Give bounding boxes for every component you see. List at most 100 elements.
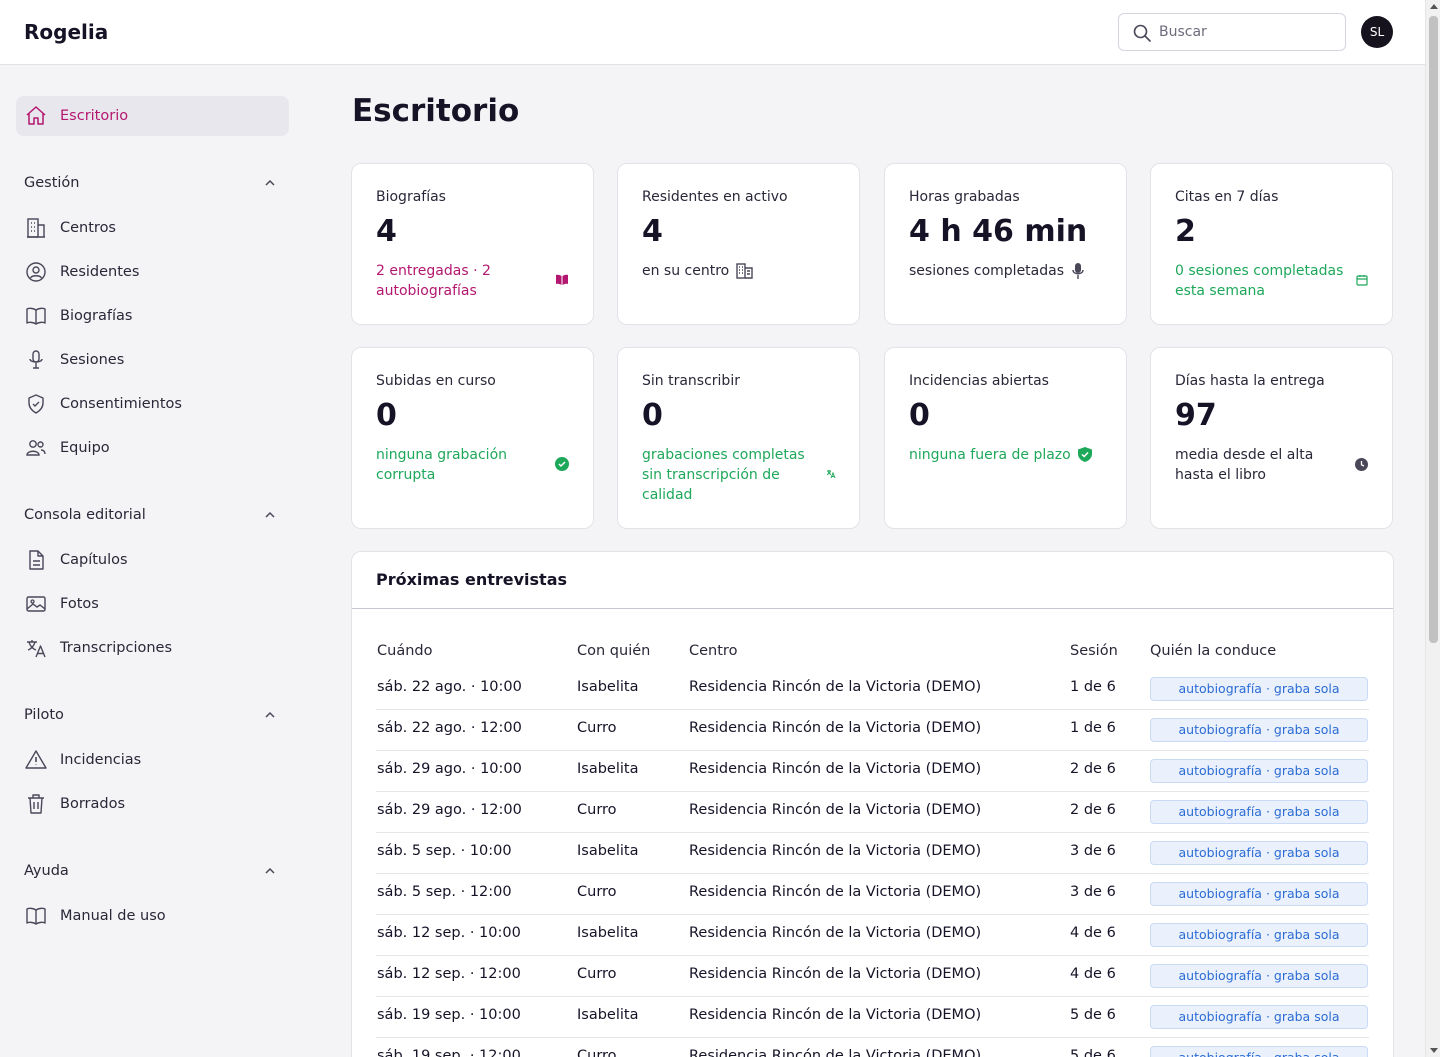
sidebar-item-label: Borrados bbox=[60, 796, 126, 812]
stat-label: Subidas en curso bbox=[376, 373, 496, 389]
sidebar-item-label: Capítulos bbox=[60, 552, 128, 568]
column-header-when[interactable]: Cuándo bbox=[377, 643, 433, 659]
scroll-down-arrow-icon[interactable] bbox=[1430, 1048, 1438, 1053]
cell-who: Isabelita bbox=[577, 843, 639, 859]
microphone-icon bbox=[1072, 263, 1084, 279]
sidebar-item-equipo[interactable]: Equipo bbox=[16, 428, 289, 468]
building-icon bbox=[27, 218, 45, 238]
page-title: Escritorio bbox=[352, 93, 520, 129]
stat-subtext: 2 entregadas · 2 autobiografías bbox=[376, 263, 491, 299]
cell-who: Isabelita bbox=[577, 679, 639, 695]
column-header-session[interactable]: Sesión bbox=[1070, 643, 1118, 659]
cell-session: 3 de 6 bbox=[1070, 843, 1116, 859]
stat-value: 0 bbox=[642, 398, 663, 433]
search-box[interactable] bbox=[1118, 13, 1346, 51]
stat-subtext: en su centro bbox=[642, 263, 730, 279]
cell-who: Isabelita bbox=[577, 761, 639, 777]
table-row[interactable]: sáb. 22 ago. · 12:00 Curro Residencia Ri… bbox=[376, 710, 1369, 751]
shield-check-icon bbox=[1078, 447, 1092, 462]
cell-when: sáb. 12 sep. · 10:00 bbox=[377, 925, 521, 941]
conductor-badge: autobiografía · graba sola bbox=[1150, 1046, 1368, 1057]
sidebar-item-manual-de-uso[interactable]: Manual de uso bbox=[16, 896, 289, 936]
cell-who: Curro bbox=[577, 1048, 617, 1057]
chevron-up-icon bbox=[265, 867, 275, 874]
cell-center: Residencia Rincón de la Victoria (DEMO) bbox=[689, 966, 982, 982]
stat-card-sin-transcribir[interactable]: Sin transcribir 0 grabaciones completas … bbox=[617, 347, 860, 529]
stat-value: 2 bbox=[1175, 214, 1196, 249]
sidebar-item-sesiones[interactable]: Sesiones bbox=[16, 340, 289, 380]
sidebar-item-centros[interactable]: Centros bbox=[16, 208, 289, 248]
avatar[interactable]: SL bbox=[1361, 16, 1393, 48]
cell-center: Residencia Rincón de la Victoria (DEMO) bbox=[689, 884, 982, 900]
sidebar-item-borrados[interactable]: Borrados bbox=[16, 784, 289, 824]
page-scrollbar[interactable] bbox=[1425, 0, 1440, 1057]
stat-label: Residentes en activo bbox=[642, 189, 788, 205]
sidebar-item-label: Biografías bbox=[60, 308, 133, 324]
sidebar-item-biografias[interactable]: Biografías bbox=[16, 296, 289, 336]
calendar-icon bbox=[1356, 275, 1368, 286]
scroll-up-arrow-icon[interactable] bbox=[1430, 4, 1438, 9]
cell-session: 1 de 6 bbox=[1070, 679, 1116, 695]
sidebar-item-transcripciones[interactable]: Transcripciones bbox=[16, 628, 289, 668]
sidebar-item-fotos[interactable]: Fotos bbox=[16, 584, 289, 624]
stat-subtext: ninguna grabación corrupta bbox=[376, 447, 508, 483]
microphone-icon bbox=[29, 350, 43, 369]
stat-value: 4 h 46 min bbox=[909, 214, 1088, 249]
conductor-badge: autobiografía · graba sola bbox=[1150, 759, 1368, 783]
section-toggle-ayuda[interactable]: Ayuda bbox=[16, 857, 289, 885]
table-row[interactable]: sáb. 19 sep. · 10:00 Isabelita Residenci… bbox=[376, 997, 1369, 1038]
translate-icon bbox=[826, 470, 836, 479]
table-row[interactable]: sáb. 5 sep. · 10:00 Isabelita Residencia… bbox=[376, 833, 1369, 874]
divider bbox=[352, 608, 1393, 609]
cell-center: Residencia Rincón de la Victoria (DEMO) bbox=[689, 761, 982, 777]
table-row[interactable]: sáb. 29 ago. · 12:00 Curro Residencia Ri… bbox=[376, 792, 1369, 833]
conductor-badge: autobiografía · graba sola bbox=[1150, 1005, 1368, 1029]
stat-value: 4 bbox=[376, 214, 397, 249]
sidebar: Escritorio Gestión Centros Residentes Bi… bbox=[0, 65, 310, 1057]
scroll-thumb[interactable] bbox=[1429, 16, 1438, 643]
stat-card-dias-entrega[interactable]: Días hasta la entrega 97 media desde el … bbox=[1150, 347, 1393, 529]
stat-card-biografias[interactable]: Biografías 4 2 entregadas · 2 autobiogra… bbox=[351, 163, 594, 325]
cell-session: 5 de 6 bbox=[1070, 1048, 1116, 1057]
stat-card-subidas[interactable]: Subidas en curso 0 ninguna grabación cor… bbox=[351, 347, 594, 529]
stat-label: Sin transcribir bbox=[642, 373, 740, 389]
stat-card-incidencias[interactable]: Incidencias abiertas 0 ninguna fuera de … bbox=[884, 347, 1127, 529]
cell-who: Isabelita bbox=[577, 1007, 639, 1023]
team-icon bbox=[26, 440, 46, 456]
table-row[interactable]: sáb. 22 ago. · 10:00 Isabelita Residenci… bbox=[376, 669, 1369, 710]
sidebar-item-label: Incidencias bbox=[60, 752, 142, 768]
table-row[interactable]: sáb. 12 sep. · 10:00 Isabelita Residenci… bbox=[376, 915, 1369, 956]
sidebar-item-capitulos[interactable]: Capítulos bbox=[16, 540, 289, 580]
column-header-conductor[interactable]: Quién la conduce bbox=[1150, 643, 1277, 659]
cell-when: sáb. 22 ago. · 10:00 bbox=[377, 679, 522, 695]
cell-center: Residencia Rincón de la Victoria (DEMO) bbox=[689, 843, 982, 859]
stat-card-citas[interactable]: Citas en 7 días 2 0 sesiones completadas… bbox=[1150, 163, 1393, 325]
table-row[interactable]: sáb. 12 sep. · 12:00 Curro Residencia Ri… bbox=[376, 956, 1369, 997]
stat-card-horas[interactable]: Horas grabadas 4 h 46 min sesiones compl… bbox=[884, 163, 1127, 325]
sidebar-item-incidencias[interactable]: Incidencias bbox=[16, 740, 289, 780]
section-toggle-gestion[interactable]: Gestión bbox=[16, 169, 289, 197]
stat-value: 4 bbox=[642, 214, 663, 249]
sidebar-item-consentimientos[interactable]: Consentimientos bbox=[16, 384, 289, 424]
section-toggle-piloto[interactable]: Piloto bbox=[16, 701, 289, 729]
home-icon bbox=[26, 106, 46, 125]
app-logo[interactable]: Rogelia bbox=[24, 20, 109, 44]
table-row[interactable]: sáb. 29 ago. · 10:00 Isabelita Residenci… bbox=[376, 751, 1369, 792]
sidebar-item-residentes[interactable]: Residentes bbox=[16, 252, 289, 292]
sidebar-item-escritorio[interactable]: Escritorio bbox=[16, 96, 289, 136]
section-toggle-consola-editorial[interactable]: Consola editorial bbox=[16, 501, 289, 529]
cell-center: Residencia Rincón de la Victoria (DEMO) bbox=[689, 1048, 982, 1057]
sidebar-item-label: Equipo bbox=[60, 440, 110, 456]
column-header-center[interactable]: Centro bbox=[689, 643, 738, 659]
column-header-who[interactable]: Con quién bbox=[577, 643, 651, 659]
table-row[interactable]: sáb. 5 sep. · 12:00 Curro Residencia Rin… bbox=[376, 874, 1369, 915]
panel-title: Próximas entrevistas bbox=[376, 570, 568, 589]
cell-when: sáb. 5 sep. · 12:00 bbox=[377, 884, 512, 900]
stat-card-residentes[interactable]: Residentes en activo 4 en su centro bbox=[617, 163, 860, 325]
stat-value: 97 bbox=[1175, 398, 1217, 433]
search-input[interactable] bbox=[1159, 22, 1339, 42]
cell-when: sáb. 22 ago. · 12:00 bbox=[377, 720, 522, 736]
cell-session: 2 de 6 bbox=[1070, 761, 1116, 777]
cell-session: 3 de 6 bbox=[1070, 884, 1116, 900]
table-row[interactable]: sáb. 19 sep. · 12:00 Curro Residencia Ri… bbox=[376, 1038, 1369, 1057]
